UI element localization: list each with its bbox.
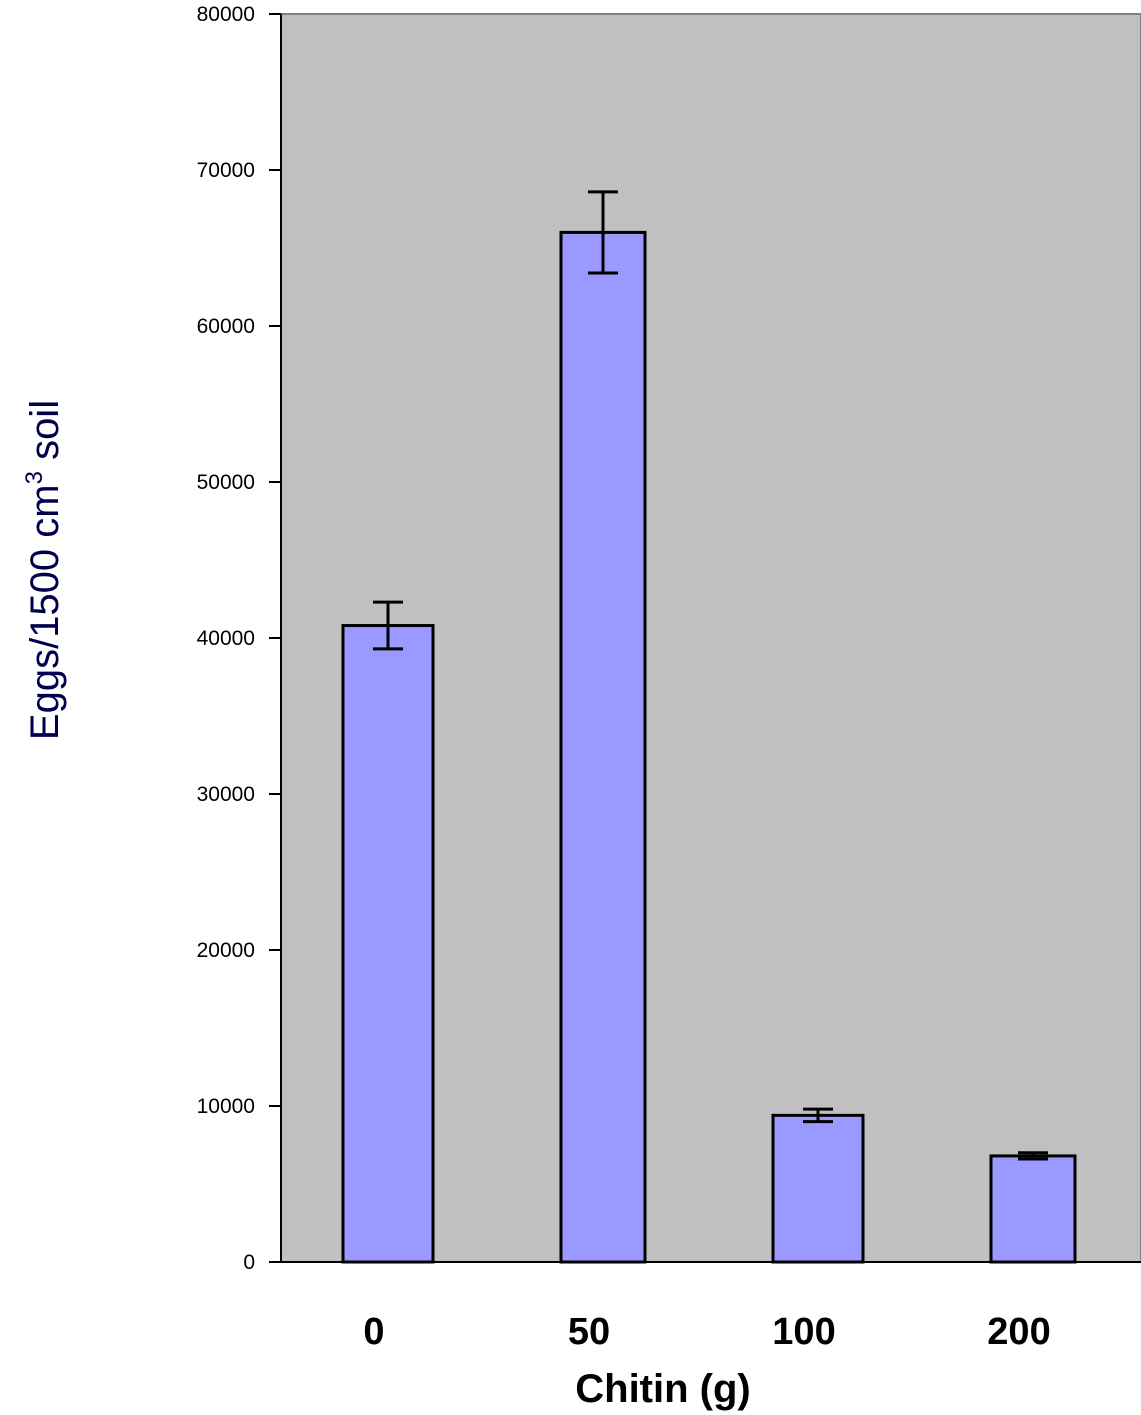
y-tick-label: 10000 — [197, 1095, 255, 1118]
x-tick-label: 200 — [987, 1311, 1050, 1353]
y-tick-label: 40000 — [197, 627, 255, 650]
y-tick-label: 50000 — [197, 471, 255, 494]
bar-50 — [559, 230, 647, 1264]
y-axis-title: Eggs/1500 cm3 soil — [21, 400, 67, 740]
x-axis-title: Chitin (g) — [575, 1367, 751, 1411]
x-tick-labels: 0 50 100 200 — [363, 1311, 1050, 1353]
y-tick-label: 20000 — [197, 939, 255, 962]
y-tick-label: 60000 — [197, 315, 255, 338]
y-tick-label: 80000 — [197, 3, 255, 26]
y-tick-label: 70000 — [197, 159, 255, 182]
y-tick-label: 0 — [243, 1251, 255, 1274]
y-tick-label: 30000 — [197, 783, 255, 806]
bar-200 — [989, 1154, 1077, 1264]
x-tick-label: 0 — [363, 1311, 384, 1353]
y-axis-title-suffix: soil — [23, 400, 67, 471]
bar-100 — [771, 1113, 865, 1264]
y-axis-title-sup: 3 — [21, 471, 48, 484]
x-tick-label: 50 — [568, 1311, 610, 1353]
y-axis-title-prefix: Eggs/1500 cm — [23, 484, 67, 740]
error-bars-group — [373, 190, 1048, 1161]
x-tick-label: 100 — [772, 1311, 835, 1353]
bars-group — [341, 230, 1077, 1264]
bar-0 — [341, 624, 435, 1264]
